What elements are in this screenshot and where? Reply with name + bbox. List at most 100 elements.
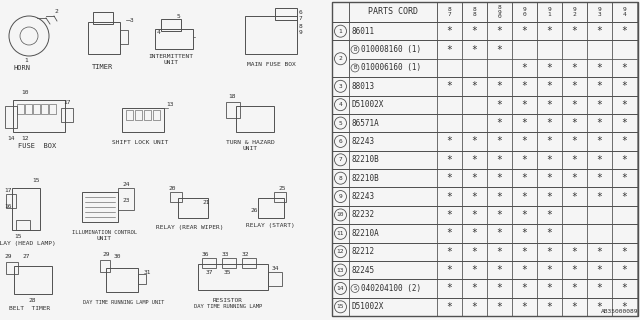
Text: 2: 2: [339, 56, 342, 61]
Bar: [88, 22, 120, 54]
Bar: [512, 77, 537, 95]
Bar: [512, 298, 537, 316]
Text: 27: 27: [22, 253, 29, 259]
Bar: [332, 243, 349, 261]
Bar: [587, 243, 612, 261]
Bar: [487, 151, 512, 169]
Text: *: *: [547, 265, 552, 275]
Bar: [512, 169, 537, 188]
Bar: [437, 59, 462, 77]
Bar: [612, 151, 637, 169]
Text: *: *: [596, 192, 602, 202]
Bar: [612, 77, 637, 95]
Text: *: *: [596, 284, 602, 293]
Text: *: *: [472, 173, 477, 183]
Text: *: *: [621, 265, 627, 275]
Bar: [512, 188, 537, 206]
Text: *: *: [572, 173, 577, 183]
Bar: [332, 2, 638, 316]
Bar: [332, 169, 638, 188]
Bar: [437, 2, 462, 22]
Text: UNIT: UNIT: [243, 146, 257, 150]
Bar: [122, 108, 164, 132]
Text: 4: 4: [339, 102, 342, 107]
Bar: [462, 151, 487, 169]
Bar: [537, 2, 562, 22]
Text: *: *: [522, 265, 527, 275]
Text: 2: 2: [54, 9, 58, 14]
Text: *: *: [447, 81, 452, 91]
Text: *: *: [472, 247, 477, 257]
Text: D51002X: D51002X: [352, 100, 385, 109]
Text: *: *: [522, 302, 527, 312]
Text: *: *: [522, 136, 527, 147]
Bar: [437, 77, 462, 95]
Bar: [587, 224, 612, 243]
Bar: [202, 258, 216, 268]
Bar: [332, 206, 638, 224]
Bar: [349, 77, 437, 95]
Bar: [332, 95, 638, 114]
Text: *: *: [547, 63, 552, 73]
Text: *: *: [596, 63, 602, 73]
Bar: [437, 298, 462, 316]
Bar: [462, 188, 487, 206]
Bar: [16, 220, 30, 230]
Text: *: *: [621, 155, 627, 165]
Bar: [332, 114, 638, 132]
Text: 8: 8: [299, 23, 303, 28]
Bar: [33, 104, 40, 114]
Text: 040204100 (2): 040204100 (2): [361, 284, 421, 293]
Bar: [587, 169, 612, 188]
Bar: [437, 243, 462, 261]
Text: 4: 4: [157, 30, 161, 36]
Bar: [512, 279, 537, 298]
Text: DAY TIME RUNNING LAMP: DAY TIME RUNNING LAMP: [194, 303, 262, 308]
Text: 14: 14: [7, 135, 15, 140]
Text: 24: 24: [122, 181, 130, 187]
Bar: [437, 151, 462, 169]
Text: 29: 29: [102, 252, 109, 257]
Bar: [612, 261, 637, 279]
Bar: [587, 261, 612, 279]
Bar: [487, 95, 512, 114]
Bar: [537, 22, 562, 40]
Bar: [537, 77, 562, 95]
Text: D51002X: D51002X: [352, 302, 385, 311]
Bar: [612, 2, 637, 22]
Text: 3: 3: [339, 84, 342, 89]
Bar: [512, 59, 537, 77]
Text: *: *: [472, 44, 477, 55]
Text: *: *: [621, 100, 627, 110]
Text: 15: 15: [14, 234, 22, 238]
Text: *: *: [472, 210, 477, 220]
Bar: [349, 114, 437, 132]
Text: *: *: [596, 100, 602, 110]
Bar: [14, 266, 52, 294]
Text: *: *: [547, 247, 552, 257]
Bar: [612, 132, 637, 151]
Bar: [487, 114, 512, 132]
Text: *: *: [547, 100, 552, 110]
Bar: [512, 95, 537, 114]
Text: *: *: [472, 228, 477, 238]
Bar: [332, 2, 638, 22]
Bar: [226, 102, 240, 118]
Bar: [161, 19, 181, 31]
Bar: [562, 279, 587, 298]
Text: *: *: [572, 192, 577, 202]
Text: *: *: [596, 173, 602, 183]
Text: 7: 7: [299, 17, 303, 21]
Bar: [462, 59, 487, 77]
Bar: [487, 298, 512, 316]
Text: *: *: [472, 81, 477, 91]
Text: *: *: [447, 228, 452, 238]
Bar: [537, 40, 562, 59]
Text: *: *: [447, 210, 452, 220]
Text: 8
9
0: 8 9 0: [498, 5, 501, 19]
Bar: [5, 106, 17, 128]
Bar: [349, 279, 437, 298]
Text: *: *: [522, 192, 527, 202]
Text: INTERMITTENT: INTERMITTENT: [148, 54, 193, 60]
Text: *: *: [497, 155, 502, 165]
